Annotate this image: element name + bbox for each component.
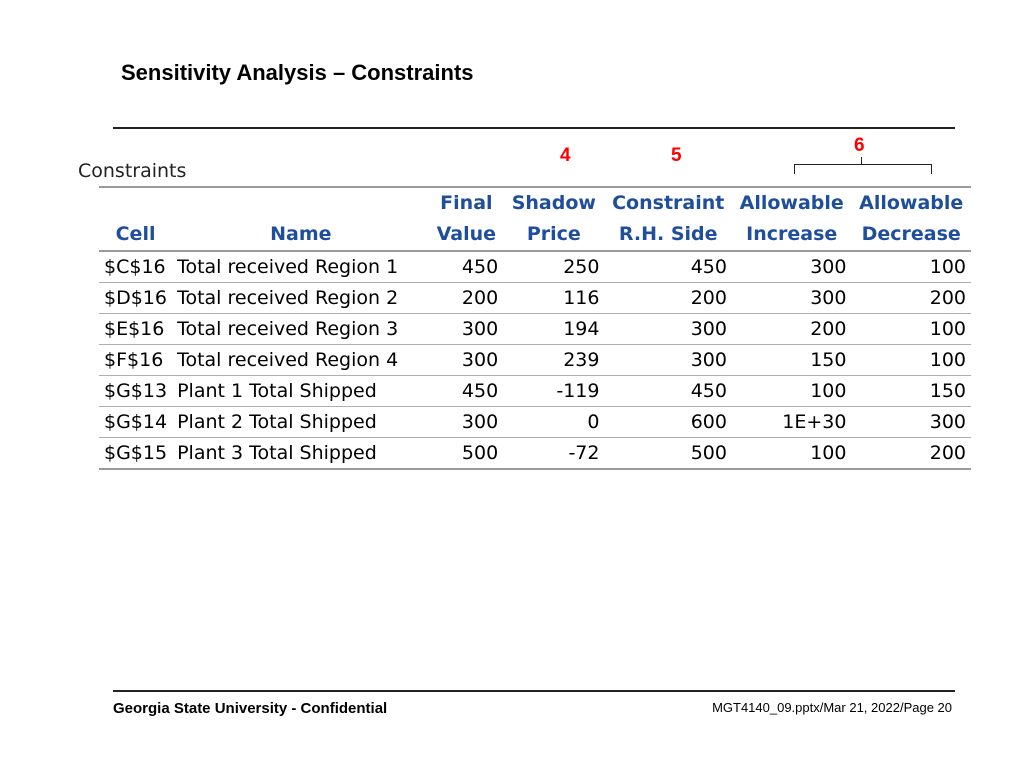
cell-allowable-increase: 100 xyxy=(731,437,852,470)
cell-rhs: 450 xyxy=(604,251,732,283)
cell-rhs: 300 xyxy=(604,344,732,376)
cell-final-value: 500 xyxy=(429,437,504,470)
cell-allowable-decrease: 100 xyxy=(851,344,971,376)
cell-rhs: 500 xyxy=(604,437,732,470)
header-row-top: Final Shadow Constraint Allowable Allowa… xyxy=(99,186,971,219)
header-top-final: Final xyxy=(429,186,504,219)
cell-allowable-increase: 150 xyxy=(731,344,852,376)
cell-final-value: 450 xyxy=(429,251,504,283)
marker-5: 5 xyxy=(671,145,682,166)
cell-allowable-increase: 200 xyxy=(731,313,852,345)
cell-rhs: 600 xyxy=(604,406,732,438)
cell-rhs: 300 xyxy=(604,313,732,345)
table-row: $C$16 Total received Region 1 450 250 45… xyxy=(99,251,971,283)
cell-allowable-increase: 1E+30 xyxy=(731,406,852,438)
cell-allowable-increase: 100 xyxy=(731,375,852,407)
cell-ref: $G$13 xyxy=(99,375,173,407)
header-value: Value xyxy=(429,219,504,252)
cell-allowable-decrease: 100 xyxy=(851,313,971,345)
cell-ref: $F$16 xyxy=(99,344,173,376)
cell-shadow-price: 0 xyxy=(503,406,605,438)
cell-ref: $D$16 xyxy=(99,282,173,314)
cell-final-value: 200 xyxy=(429,282,504,314)
cell-ref: $C$16 xyxy=(99,251,173,283)
cell-shadow-price: -119 xyxy=(503,375,605,407)
allowable-bracket xyxy=(794,164,932,174)
footer-organization: Georgia State University - Confidential xyxy=(113,700,388,717)
top-divider xyxy=(113,127,955,129)
header-top-allowable-inc: Allowable xyxy=(731,186,852,219)
table-row: $G$13 Plant 1 Total Shipped 450 -119 450… xyxy=(99,375,971,407)
cell-shadow-price: 250 xyxy=(503,251,605,283)
constraints-label: Constraints xyxy=(78,160,187,182)
footer-page-info: MGT4140_09.pptx/Mar 21, 2022/Page 20 xyxy=(712,700,952,715)
footer-divider xyxy=(113,690,955,692)
header-increase: Increase xyxy=(731,219,852,252)
cell-name: Total received Region 1 xyxy=(172,251,430,283)
cell-allowable-decrease: 200 xyxy=(851,437,971,470)
table-row: $F$16 Total received Region 4 300 239 30… xyxy=(99,344,971,376)
cell-final-value: 300 xyxy=(429,313,504,345)
cell-ref: $G$14 xyxy=(99,406,173,438)
table-row: $G$14 Plant 2 Total Shipped 300 0 600 1E… xyxy=(99,406,971,438)
cell-name: Plant 2 Total Shipped xyxy=(172,406,430,438)
cell-final-value: 450 xyxy=(429,375,504,407)
header-top-name xyxy=(172,186,430,219)
cell-rhs: 200 xyxy=(604,282,732,314)
cell-shadow-price: -72 xyxy=(503,437,605,470)
cell-shadow-price: 239 xyxy=(503,344,605,376)
cell-allowable-decrease: 100 xyxy=(851,251,971,283)
header-decrease: Decrease xyxy=(851,219,971,252)
cell-name: Plant 1 Total Shipped xyxy=(172,375,430,407)
table-row: $G$15 Plant 3 Total Shipped 500 -72 500 … xyxy=(99,437,971,470)
header-cell: Cell xyxy=(99,219,173,252)
header-name: Name xyxy=(172,219,430,252)
marker-4: 4 xyxy=(560,145,571,166)
cell-name: Total received Region 2 xyxy=(172,282,430,314)
cell-name: Plant 3 Total Shipped xyxy=(172,437,430,470)
constraints-table: Final Shadow Constraint Allowable Allowa… xyxy=(99,186,971,470)
cell-name: Total received Region 3 xyxy=(172,313,430,345)
cell-shadow-price: 116 xyxy=(503,282,605,314)
cell-allowable-decrease: 300 xyxy=(851,406,971,438)
header-top-allowable-dec: Allowable xyxy=(851,186,971,219)
table-row: $D$16 Total received Region 2 200 116 20… xyxy=(99,282,971,314)
cell-shadow-price: 194 xyxy=(503,313,605,345)
bracket-tick xyxy=(861,157,862,164)
slide-title: Sensitivity Analysis – Constraints xyxy=(121,60,474,85)
header-top-cell xyxy=(99,186,173,219)
cell-allowable-increase: 300 xyxy=(731,251,852,283)
cell-allowable-decrease: 150 xyxy=(851,375,971,407)
cell-allowable-increase: 300 xyxy=(731,282,852,314)
header-rhs: R.H. Side xyxy=(604,219,732,252)
header-row-bottom: Cell Name Value Price R.H. Side Increase… xyxy=(99,219,971,252)
header-top-constraint: Constraint xyxy=(604,186,732,219)
cell-allowable-decrease: 200 xyxy=(851,282,971,314)
cell-final-value: 300 xyxy=(429,344,504,376)
cell-ref: $G$15 xyxy=(99,437,173,470)
header-top-shadow: Shadow xyxy=(503,186,605,219)
table-row: $E$16 Total received Region 3 300 194 30… xyxy=(99,313,971,345)
cell-ref: $E$16 xyxy=(99,313,173,345)
header-price: Price xyxy=(503,219,605,252)
cell-final-value: 300 xyxy=(429,406,504,438)
cell-rhs: 450 xyxy=(604,375,732,407)
marker-6: 6 xyxy=(854,135,865,156)
cell-name: Total received Region 4 xyxy=(172,344,430,376)
